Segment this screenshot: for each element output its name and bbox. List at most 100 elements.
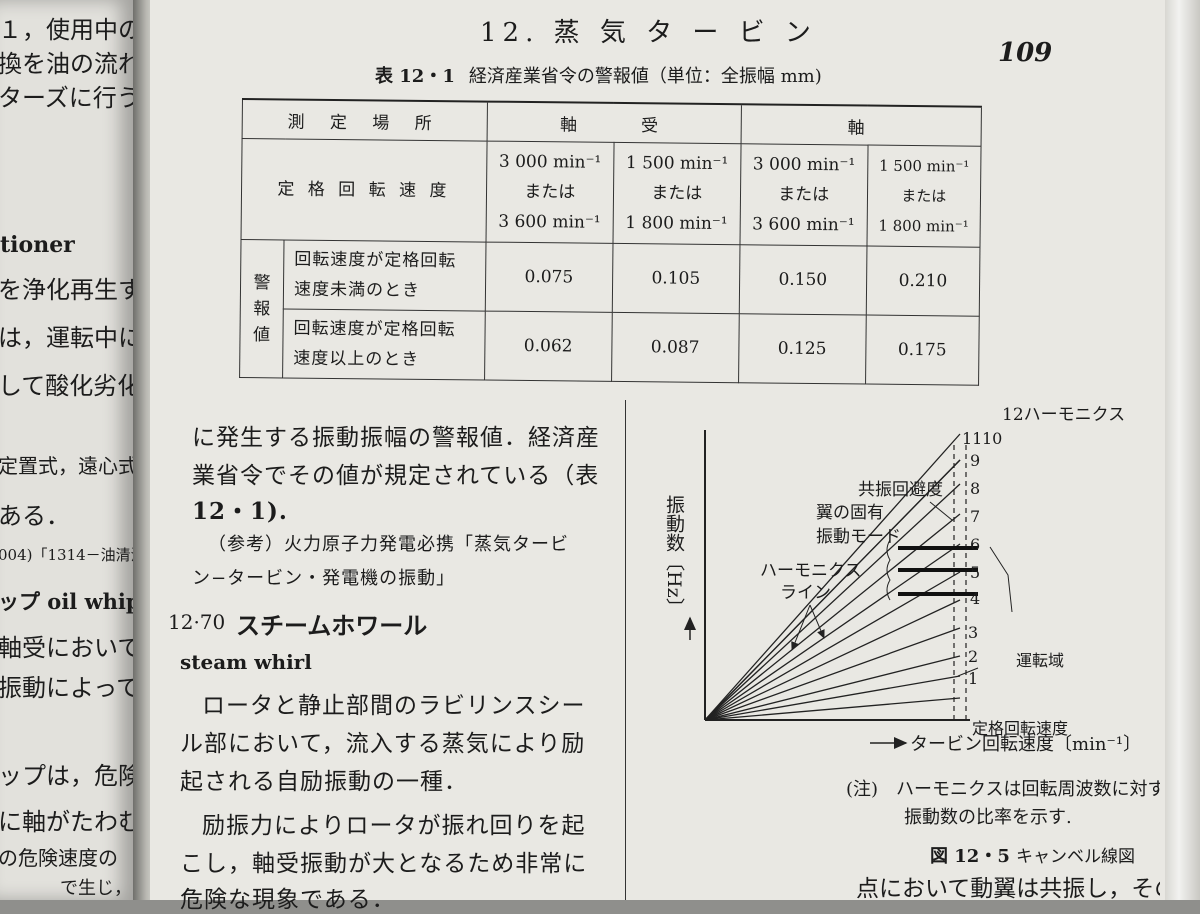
figure-note: 振動数の比率を示す. — [904, 807, 1072, 828]
condition-above-rated: 回転速度が定格回転 速度以上のとき — [282, 308, 486, 381]
section-subtitle: steam whirl — [180, 650, 312, 674]
left-line: 振動によって生じ — [0, 674, 135, 702]
book-gutter — [133, 0, 155, 900]
harmonic-number: 3 — [968, 623, 978, 642]
body-line: 危険な現象である． — [180, 887, 396, 913]
left-line: tioner — [0, 232, 75, 258]
table-title: 経済産業省令の警報値（単位：全振幅 mm) — [468, 66, 822, 87]
column-rule — [625, 400, 626, 900]
page-number: 109 — [998, 38, 1053, 68]
header-bearing: 軸 受 — [486, 101, 742, 144]
harmonic-number: 2 — [968, 647, 978, 666]
body-line: 起される自励振動の一種． — [180, 769, 468, 795]
harmonic-line — [704, 543, 961, 721]
harmonic-number: 9 — [970, 451, 980, 470]
harmonic-line — [704, 483, 961, 721]
value-cell: 0.087 — [611, 312, 740, 383]
left-line: ある． — [0, 502, 70, 530]
leader-line — [989, 546, 1013, 613]
left-line: １，使用中の油循環 — [0, 16, 135, 44]
leader-line — [929, 501, 953, 521]
value-cell: 0.150 — [739, 244, 867, 316]
left-line: を浄化再生する装置 — [0, 276, 135, 304]
running-head: 12. 蒸 気 タ ー ビ ン — [480, 18, 817, 48]
left-line: ターズに行うために — [0, 84, 135, 112]
page-stack-edge — [1165, 0, 1200, 900]
body-line: 12・1). — [192, 498, 288, 525]
section-number: 12·70 — [168, 610, 226, 634]
left-line: 004)「1314－油清浄装 — [0, 546, 135, 564]
left-line: は，運転中に水分 — [0, 324, 135, 352]
harmonic-line-label: ライン — [780, 583, 831, 603]
body-line: ロータと静止部間のラビリンスシー — [202, 693, 586, 719]
main-page: 12. 蒸 気 タ ー ビ ン 109 表 12・1 経済産業省令の警報値（単位：… — [150, 0, 1170, 913]
left-line: 定置式，遠心式， — [0, 454, 135, 478]
left-page: １，使用中の油循環 換を油の流れを停 ターズに行うために tioner を浄化再… — [0, 0, 135, 900]
section-title: スチームホワール — [236, 611, 428, 640]
speed-cell: 1 500 min⁻¹ または 1 800 min⁻¹ — [866, 145, 982, 248]
left-line: して酸化劣化する油 — [0, 372, 135, 400]
harmonic-number: 4 — [970, 589, 980, 608]
left-line: で生じ， — [60, 878, 132, 899]
harmonic-line — [704, 697, 961, 721]
diagram-axes — [704, 430, 970, 721]
y-axis-label: 振動数〔Hz〕 — [663, 495, 685, 617]
harmonics-label: 12ハーモニクス — [1002, 405, 1125, 425]
value-cell: 0.105 — [612, 243, 740, 314]
harmonic-number: 10 — [982, 429, 1002, 448]
body-line: ル部において，流入する蒸気により励 — [180, 731, 586, 757]
left-line: 軸受において， — [0, 634, 135, 662]
resonance-avoid-label: 共振回避度 — [858, 480, 943, 500]
header-shaft: 軸 — [740, 104, 982, 147]
header-place: 測 定 場 所 — [242, 99, 488, 142]
value-cell: 0.075 — [485, 242, 613, 313]
harmonic-number: 6 — [970, 535, 980, 554]
left-line: の危険速度の — [0, 846, 118, 870]
harmonic-line — [704, 459, 961, 721]
harmonic-line — [704, 627, 961, 721]
harmonic-line — [704, 599, 961, 721]
left-line: ップは，危険速度 — [0, 762, 135, 790]
leader-arrow — [809, 604, 825, 639]
value-cell: 0.210 — [865, 246, 980, 317]
x-axis-label: タービン回転速度〔min⁻¹〕 — [910, 734, 1141, 755]
alarm-label: 警報値 — [239, 239, 285, 378]
reference-line: （参考）火力原子力発電必携「蒸気タービ — [208, 534, 569, 555]
harmonic-number: 8 — [970, 479, 980, 498]
harmonic-line — [704, 675, 961, 721]
left-line: に軸がたわむ — [0, 808, 135, 836]
table-number: 表 12・1 — [375, 66, 455, 87]
body-line: こし，軸受振動が大となるため非常に — [180, 851, 588, 877]
blade-mode-bars — [886, 539, 978, 601]
row-rated-speed: 定 格 回 転 速 度 — [241, 138, 487, 243]
operating-range-label: 運転域 — [1016, 651, 1064, 670]
harmonic-number: 5 — [970, 563, 980, 582]
speed-cell: 3 000 min⁻¹ または 3 600 min⁻¹ — [485, 141, 614, 244]
left-line: ップ oil whip — [0, 589, 135, 614]
body-line: に発生する振動振幅の警報値．経済産 — [192, 425, 600, 451]
harmonic-line — [704, 655, 961, 721]
value-cell: 0.062 — [484, 311, 613, 382]
rated-speed-label: 定格回転速度 — [972, 719, 1068, 738]
harmonic-line — [704, 571, 961, 721]
body-line: 業省令でその値が規定されている（表 — [192, 463, 600, 489]
mode-label: 翼の固有 — [816, 503, 884, 523]
mode-bracket — [886, 539, 891, 601]
leader-arrow — [791, 604, 811, 651]
table-caption: 表 12・1 経済産業省令の警報値（単位：全振幅 mm) — [375, 62, 822, 88]
left-line: 換を油の流れを停 — [0, 50, 135, 78]
reference-line: ン−タービン・発電機の振動」 — [192, 568, 456, 589]
condition-below-rated: 回転速度が定格回転 速度未満のとき — [283, 239, 486, 312]
harmonic-number: 11 — [962, 429, 982, 448]
value-cell: 0.125 — [738, 313, 866, 385]
value-cell: 0.175 — [865, 315, 980, 386]
figure-title: キャンベル線図 — [1016, 847, 1135, 867]
mode-label: 振動モード — [816, 527, 901, 547]
speed-cell: 1 500 min⁻¹ または 1 800 min⁻¹ — [612, 142, 741, 245]
leader-line — [957, 667, 979, 677]
harmonic-line — [704, 433, 961, 721]
harmonic-number: 1 — [968, 669, 978, 688]
figure-note: (注) ハーモニクスは回転周波数に対する — [846, 779, 1160, 800]
